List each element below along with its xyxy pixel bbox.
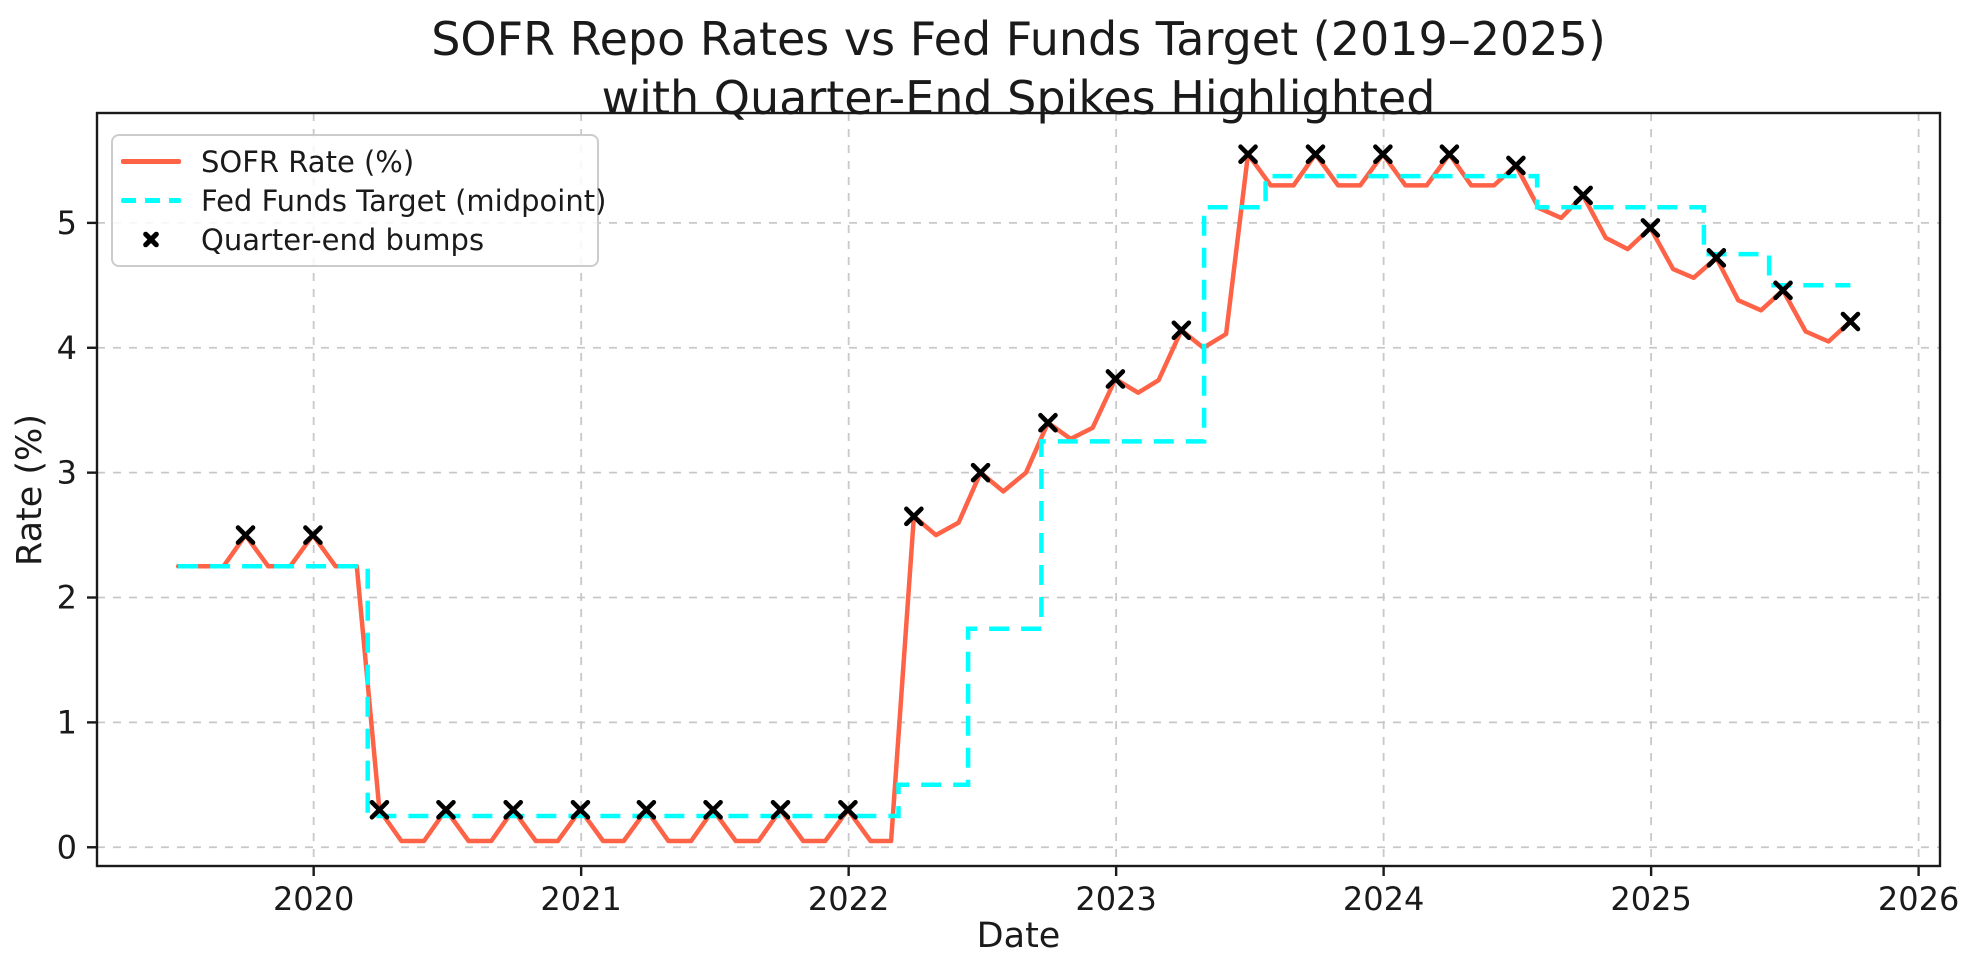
quarter-end-markers <box>235 144 1861 820</box>
y-tick-label: 5 <box>57 204 77 242</box>
fed-funds-line-swatch <box>121 198 181 203</box>
legend-label-quarter-bumps: Quarter-end bumps <box>201 222 485 257</box>
plot-frame <box>95 111 1942 868</box>
x-tick-label: 2025 <box>1610 880 1691 918</box>
y-tick-label: 3 <box>57 454 77 492</box>
quarter-end-marker <box>1373 144 1393 165</box>
y-tick-label: 4 <box>57 329 77 367</box>
y-tick-label: 1 <box>57 703 77 741</box>
quarter-end-marker <box>503 800 523 820</box>
y-axis-label: Rate (%) <box>10 414 50 566</box>
sofr-line-swatch <box>121 159 181 164</box>
legend-item-fed-funds: Fed Funds Target (midpoint) <box>113 181 606 220</box>
quarter-end-marker <box>570 800 591 820</box>
x-tick-label: 2020 <box>273 880 354 918</box>
quarter-end-marker <box>1439 144 1460 165</box>
quarter-end-marker <box>838 800 858 820</box>
quarter-end-marker <box>1506 155 1526 176</box>
quarter-end-marker <box>904 506 924 527</box>
legend-label-fed-funds: Fed Funds Target (midpoint) <box>201 183 607 218</box>
quarter-end-marker <box>970 462 991 483</box>
x-tick-label: 2021 <box>540 880 621 918</box>
chart-title-line2: with Quarter-End Spikes Highlighted <box>601 70 1436 125</box>
y-tick-label: 0 <box>57 828 77 866</box>
legend-item-sofr: SOFR Rate (%) <box>113 142 597 181</box>
chart-title: SOFR Repo Rates vs Fed Funds Target (201… <box>97 10 1940 128</box>
x-axis-label: Date <box>976 916 1061 956</box>
quarter-end-marker <box>369 800 390 820</box>
quarter-end-marker <box>1640 218 1661 238</box>
quarter-end-marker <box>1773 280 1793 301</box>
x-tick-label: 2026 <box>1878 880 1959 918</box>
quarter-end-marker <box>636 800 657 820</box>
quarter-end-marker <box>436 800 456 820</box>
y-tick-label: 2 <box>57 579 77 617</box>
x-tick-label: 2024 <box>1343 880 1424 918</box>
legend: SOFR Rate (%) Fed Funds Target (midpoint… <box>111 134 606 267</box>
chart-title-line1: SOFR Repo Rates vs Fed Funds Target (201… <box>431 12 1606 66</box>
x-marker-icon <box>121 229 181 251</box>
quarter-end-marker <box>1840 311 1861 332</box>
quarter-end-marker <box>703 800 723 820</box>
quarter-end-marker <box>1238 144 1258 165</box>
quarter-end-marker <box>1171 320 1192 341</box>
legend-label-sofr: SOFR Rate (%) <box>201 144 415 179</box>
quarter-end-marker <box>235 525 256 545</box>
quarter-end-marker <box>1105 369 1126 389</box>
fed-funds-line <box>178 173 1851 819</box>
legend-item-quarter-bumps: Quarter-end bumps <box>113 220 597 259</box>
x-tick-label: 2022 <box>808 880 889 918</box>
quarter-end-marker <box>770 800 791 820</box>
quarter-end-marker <box>1038 412 1058 433</box>
quarter-end-marker <box>1573 185 1593 206</box>
x-tick-label: 2023 <box>1075 880 1156 918</box>
quarter-end-marker <box>303 525 323 545</box>
quarter-end-marker <box>1706 248 1727 268</box>
quarter-end-marker <box>1305 144 1326 165</box>
